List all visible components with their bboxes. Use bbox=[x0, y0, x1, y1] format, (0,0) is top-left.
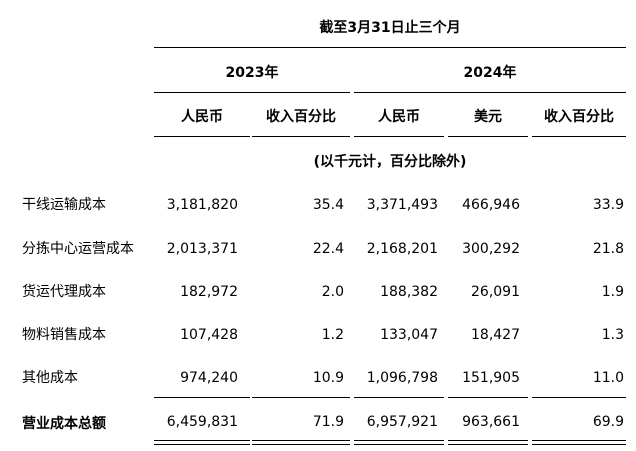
col-header-rmb-2024: 人民币 bbox=[378, 109, 420, 125]
col-rule bbox=[532, 136, 626, 137]
year-2024-rule bbox=[354, 92, 626, 93]
cell-rmb-2023: 107,428 bbox=[180, 327, 238, 343]
cell-usd-2024: 151,905 bbox=[462, 370, 520, 386]
total-rmb-2023: 6,459,831 bbox=[166, 414, 238, 430]
unit-note: (以千元计，百分比除外) bbox=[313, 154, 467, 170]
year-2023-header: 2023年 bbox=[225, 65, 279, 81]
row-label: 干线运输成本 bbox=[22, 197, 106, 213]
year-2024-header: 2024年 bbox=[463, 65, 517, 81]
subtotal-rule bbox=[354, 397, 444, 398]
period-header: 截至3月31日止三个月 bbox=[319, 20, 461, 36]
row-label: 其他成本 bbox=[22, 370, 78, 386]
subtotal-rule bbox=[154, 397, 250, 398]
header-rule bbox=[154, 47, 626, 48]
year-2023-rule bbox=[154, 92, 350, 93]
row-label: 分拣中心运营成本 bbox=[22, 241, 134, 257]
total-rmb-2024: 6,957,921 bbox=[366, 414, 438, 430]
cell-rmb-2024: 3,371,493 bbox=[366, 197, 438, 213]
cell-rmb-2023: 182,972 bbox=[180, 284, 238, 300]
cell-rmb-2023: 2,013,371 bbox=[166, 241, 238, 257]
cell-pct-2023: 22.4 bbox=[312, 241, 344, 257]
total-double-rule bbox=[448, 440, 528, 445]
total-pct-2023: 71.9 bbox=[312, 414, 344, 430]
subtotal-rule bbox=[448, 397, 528, 398]
col-header-usd-2024: 美元 bbox=[474, 109, 502, 125]
subtotal-rule bbox=[252, 397, 350, 398]
cell-pct-2024: 33.9 bbox=[592, 197, 624, 213]
col-rule bbox=[354, 136, 444, 137]
total-pct-2024: 69.9 bbox=[592, 414, 624, 430]
cell-pct-2024: 1.9 bbox=[601, 284, 624, 300]
cell-rmb-2024: 1,096,798 bbox=[366, 370, 438, 386]
cell-pct-2024: 1.3 bbox=[601, 327, 624, 343]
cell-rmb-2024: 133,047 bbox=[380, 327, 438, 343]
row-label: 货运代理成本 bbox=[22, 284, 106, 300]
total-double-rule bbox=[532, 440, 626, 445]
col-header-pct-2024: 收入百分比 bbox=[544, 109, 614, 125]
cell-usd-2024: 26,091 bbox=[471, 284, 520, 300]
cell-pct-2023: 2.0 bbox=[321, 284, 344, 300]
cell-rmb-2023: 3,181,820 bbox=[166, 197, 238, 213]
col-rule bbox=[448, 136, 528, 137]
cell-rmb-2023: 974,240 bbox=[180, 370, 238, 386]
cell-usd-2024: 18,427 bbox=[471, 327, 520, 343]
col-header-pct-2023: 收入百分比 bbox=[266, 109, 336, 125]
total-double-rule bbox=[154, 440, 250, 445]
total-label: 营业成本总额 bbox=[22, 416, 106, 432]
cell-pct-2024: 21.8 bbox=[592, 241, 624, 257]
row-label: 物料销售成本 bbox=[22, 327, 106, 343]
col-rule bbox=[252, 136, 350, 137]
cell-pct-2024: 11.0 bbox=[592, 370, 624, 386]
total-double-rule bbox=[354, 440, 444, 445]
col-header-rmb-2023: 人民币 bbox=[181, 109, 223, 125]
col-rule bbox=[154, 136, 250, 137]
subtotal-rule bbox=[532, 397, 626, 398]
cell-usd-2024: 466,946 bbox=[462, 197, 520, 213]
cell-pct-2023: 10.9 bbox=[312, 370, 344, 386]
cell-usd-2024: 300,292 bbox=[462, 241, 520, 257]
cell-pct-2023: 1.2 bbox=[321, 327, 344, 343]
cell-rmb-2024: 188,382 bbox=[380, 284, 438, 300]
cell-rmb-2024: 2,168,201 bbox=[366, 241, 438, 257]
total-double-rule bbox=[252, 440, 350, 445]
total-usd-2024: 963,661 bbox=[462, 414, 520, 430]
cell-pct-2023: 35.4 bbox=[312, 197, 344, 213]
